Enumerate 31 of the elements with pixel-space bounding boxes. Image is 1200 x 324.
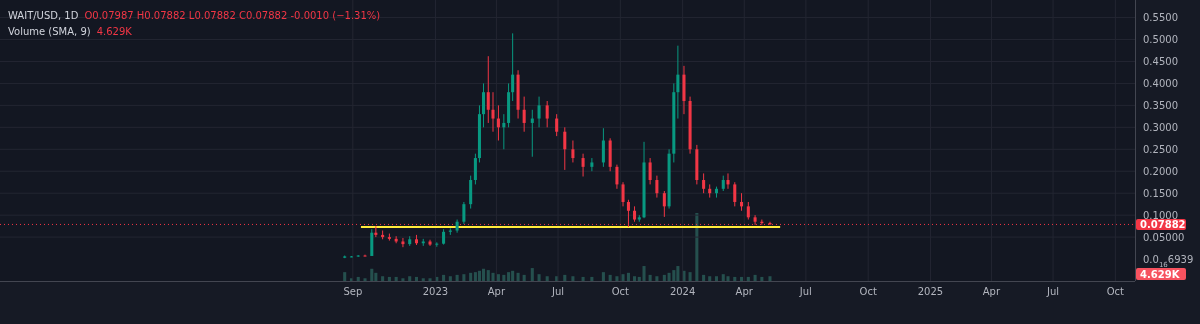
y-tick-label: 0.3500 — [1143, 99, 1178, 111]
y-tick-label: 0.5500 — [1143, 12, 1178, 24]
y-tick-label: 0.2000 — [1143, 165, 1178, 177]
ref-line-label: 0.07882 — [1140, 218, 1186, 230]
x-tick-label: Oct — [1106, 286, 1125, 297]
x-tick-label: Apr — [982, 286, 1001, 297]
y-tick-label: 0.3000 — [1143, 121, 1178, 133]
y-tick-label: 0.1000 — [1143, 209, 1178, 221]
y-tick-label: 0.1500 — [1143, 187, 1178, 199]
x-tick-label: Sep — [343, 286, 363, 297]
x-tick-label: Apr — [487, 286, 506, 297]
x-tick-label: Jul — [550, 286, 565, 297]
x-tick-label: 2023 — [422, 286, 449, 297]
text: 0.0$_{16}$6939 — [1143, 253, 1194, 269]
chart-title: Volume (SMA, 9) — [8, 26, 91, 37]
y-tick-label: 0.05000 — [1143, 231, 1185, 243]
text: WAIT/USD, 1D — [8, 10, 79, 21]
y-tick-label: 0.2500 — [1143, 143, 1178, 155]
x-tick-label: Oct — [611, 286, 630, 297]
x-tick-label: Jul — [798, 286, 812, 297]
x-tick-label: Apr — [735, 286, 754, 297]
x-tick-label: Oct — [859, 286, 877, 297]
x-tick-label: Jul — [1046, 286, 1060, 297]
y-tick-label: 0.4000 — [1143, 77, 1178, 89]
x-tick-label: 2024 — [669, 286, 696, 297]
text: 4.629K — [1140, 268, 1181, 280]
y-tick-label: 0.4500 — [1143, 55, 1178, 67]
annotation: 4.629K — [96, 26, 133, 37]
y-tick-label: 0.5000 — [1143, 34, 1178, 46]
x-tick-label: 2025 — [917, 286, 944, 297]
annotation: O0.07987 H0.07882 L0.07882 C0.07882 -0.0010 (−1.31%) — [84, 10, 381, 21]
